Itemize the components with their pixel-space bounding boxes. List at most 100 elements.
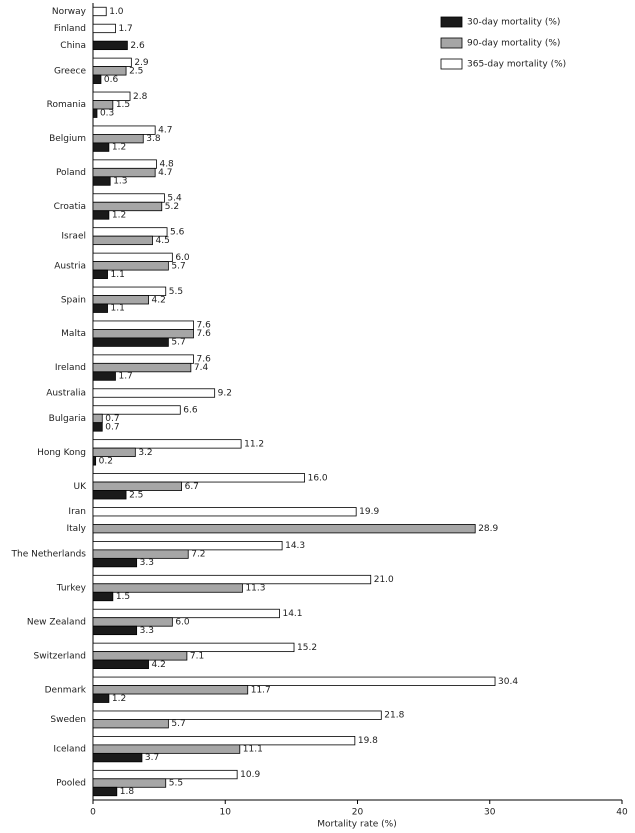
bar xyxy=(92,549,189,559)
bar xyxy=(92,303,108,313)
bar xyxy=(92,329,194,339)
category-label: The Netherlands xyxy=(11,550,87,560)
bar xyxy=(92,252,173,263)
category-label: Greece xyxy=(54,66,86,76)
value-label: 3.8 xyxy=(146,134,161,144)
category-label: Sweden xyxy=(50,715,86,725)
category-label: Turkey xyxy=(56,584,87,594)
category-label: Switzerland xyxy=(34,651,87,661)
bar xyxy=(92,710,382,720)
category-label: China xyxy=(60,41,86,51)
bar xyxy=(92,422,103,432)
bar xyxy=(92,786,118,797)
value-label: 7.6 xyxy=(197,329,212,339)
bar xyxy=(92,557,138,568)
x-tick-label: 10 xyxy=(220,808,232,818)
bar xyxy=(92,676,496,686)
value-label: 1.5 xyxy=(116,592,130,602)
value-label: 0.2 xyxy=(99,456,113,466)
bar xyxy=(92,134,144,144)
category-label: Iran xyxy=(68,507,86,517)
bar xyxy=(92,142,110,152)
value-label: 14.3 xyxy=(285,541,305,551)
category-label: Belgium xyxy=(49,134,86,144)
category-label: Poland xyxy=(56,168,86,178)
value-label: 5.2 xyxy=(165,202,179,212)
value-label: 6.0 xyxy=(175,617,190,627)
bar xyxy=(92,490,127,500)
bar xyxy=(92,371,116,381)
bar xyxy=(92,227,168,237)
legend-label: 30-day mortality (%) xyxy=(467,18,560,28)
bar xyxy=(92,752,143,763)
value-label: 30.4 xyxy=(498,677,518,687)
bar xyxy=(92,769,238,780)
value-label: 4.2 xyxy=(152,295,166,305)
bar xyxy=(92,108,98,118)
value-label: 7.2 xyxy=(191,550,205,560)
value-label: 2.5 xyxy=(129,490,143,500)
category-label: Austria xyxy=(54,261,86,271)
bar xyxy=(92,388,216,398)
value-label: 6.7 xyxy=(185,482,199,492)
bar xyxy=(92,74,102,84)
value-label: 1.7 xyxy=(118,372,132,382)
value-label: 5.5 xyxy=(169,287,183,297)
value-label: 1.7 xyxy=(118,24,132,34)
bar xyxy=(92,456,97,466)
value-label: 1.2 xyxy=(112,143,126,153)
value-label: 7.1 xyxy=(190,651,204,661)
bar xyxy=(92,337,169,347)
value-label: 5.7 xyxy=(171,719,185,729)
value-label: 1.0 xyxy=(109,7,124,17)
bar xyxy=(92,659,149,669)
category-label: Hong Kong xyxy=(37,448,86,458)
bar xyxy=(92,524,476,534)
value-label: 1.5 xyxy=(116,100,130,110)
value-label: 28.9 xyxy=(478,524,498,534)
bar xyxy=(92,540,283,551)
bar xyxy=(92,295,149,305)
value-label: 7.6 xyxy=(197,355,212,365)
bar xyxy=(92,473,306,483)
bar xyxy=(92,693,110,703)
value-label: 6.6 xyxy=(183,405,198,415)
value-label: 1.2 xyxy=(112,694,126,704)
value-label: 4.5 xyxy=(156,236,170,246)
bar xyxy=(92,286,167,296)
bar xyxy=(92,210,110,220)
category-label: Israel xyxy=(61,232,86,242)
category-label: Spain xyxy=(61,295,86,305)
bar xyxy=(92,40,128,51)
category-label: Iceland xyxy=(53,745,86,755)
category-label: Malta xyxy=(61,329,86,339)
value-label: 0.6 xyxy=(104,75,119,85)
bar xyxy=(92,167,156,178)
bar xyxy=(92,583,243,593)
bar xyxy=(92,608,280,619)
bar xyxy=(92,778,167,788)
x-tick-label: 20 xyxy=(352,808,364,818)
bar xyxy=(92,57,132,67)
bar xyxy=(92,591,114,602)
value-label: 3.2 xyxy=(138,448,152,458)
category-label: Romania xyxy=(47,100,86,110)
value-label: 9.2 xyxy=(218,389,232,399)
value-label: 1.1 xyxy=(111,304,125,314)
value-label: 4.7 xyxy=(158,126,172,136)
bar xyxy=(92,362,192,373)
bar xyxy=(92,235,153,246)
bar xyxy=(92,481,183,491)
bar xyxy=(92,201,163,212)
category-label: Pooled xyxy=(56,779,86,789)
value-label: 4.2 xyxy=(152,660,166,670)
legend-label: 90-day mortality (%) xyxy=(467,39,560,49)
bar xyxy=(92,617,173,627)
bar xyxy=(92,625,138,636)
value-label: 1.1 xyxy=(111,270,125,280)
category-label: Bulgaria xyxy=(49,414,86,424)
bar xyxy=(92,685,249,695)
value-label: 1.2 xyxy=(112,210,126,220)
value-label: 5.4 xyxy=(167,194,182,204)
x-tick-label: 30 xyxy=(484,808,496,818)
